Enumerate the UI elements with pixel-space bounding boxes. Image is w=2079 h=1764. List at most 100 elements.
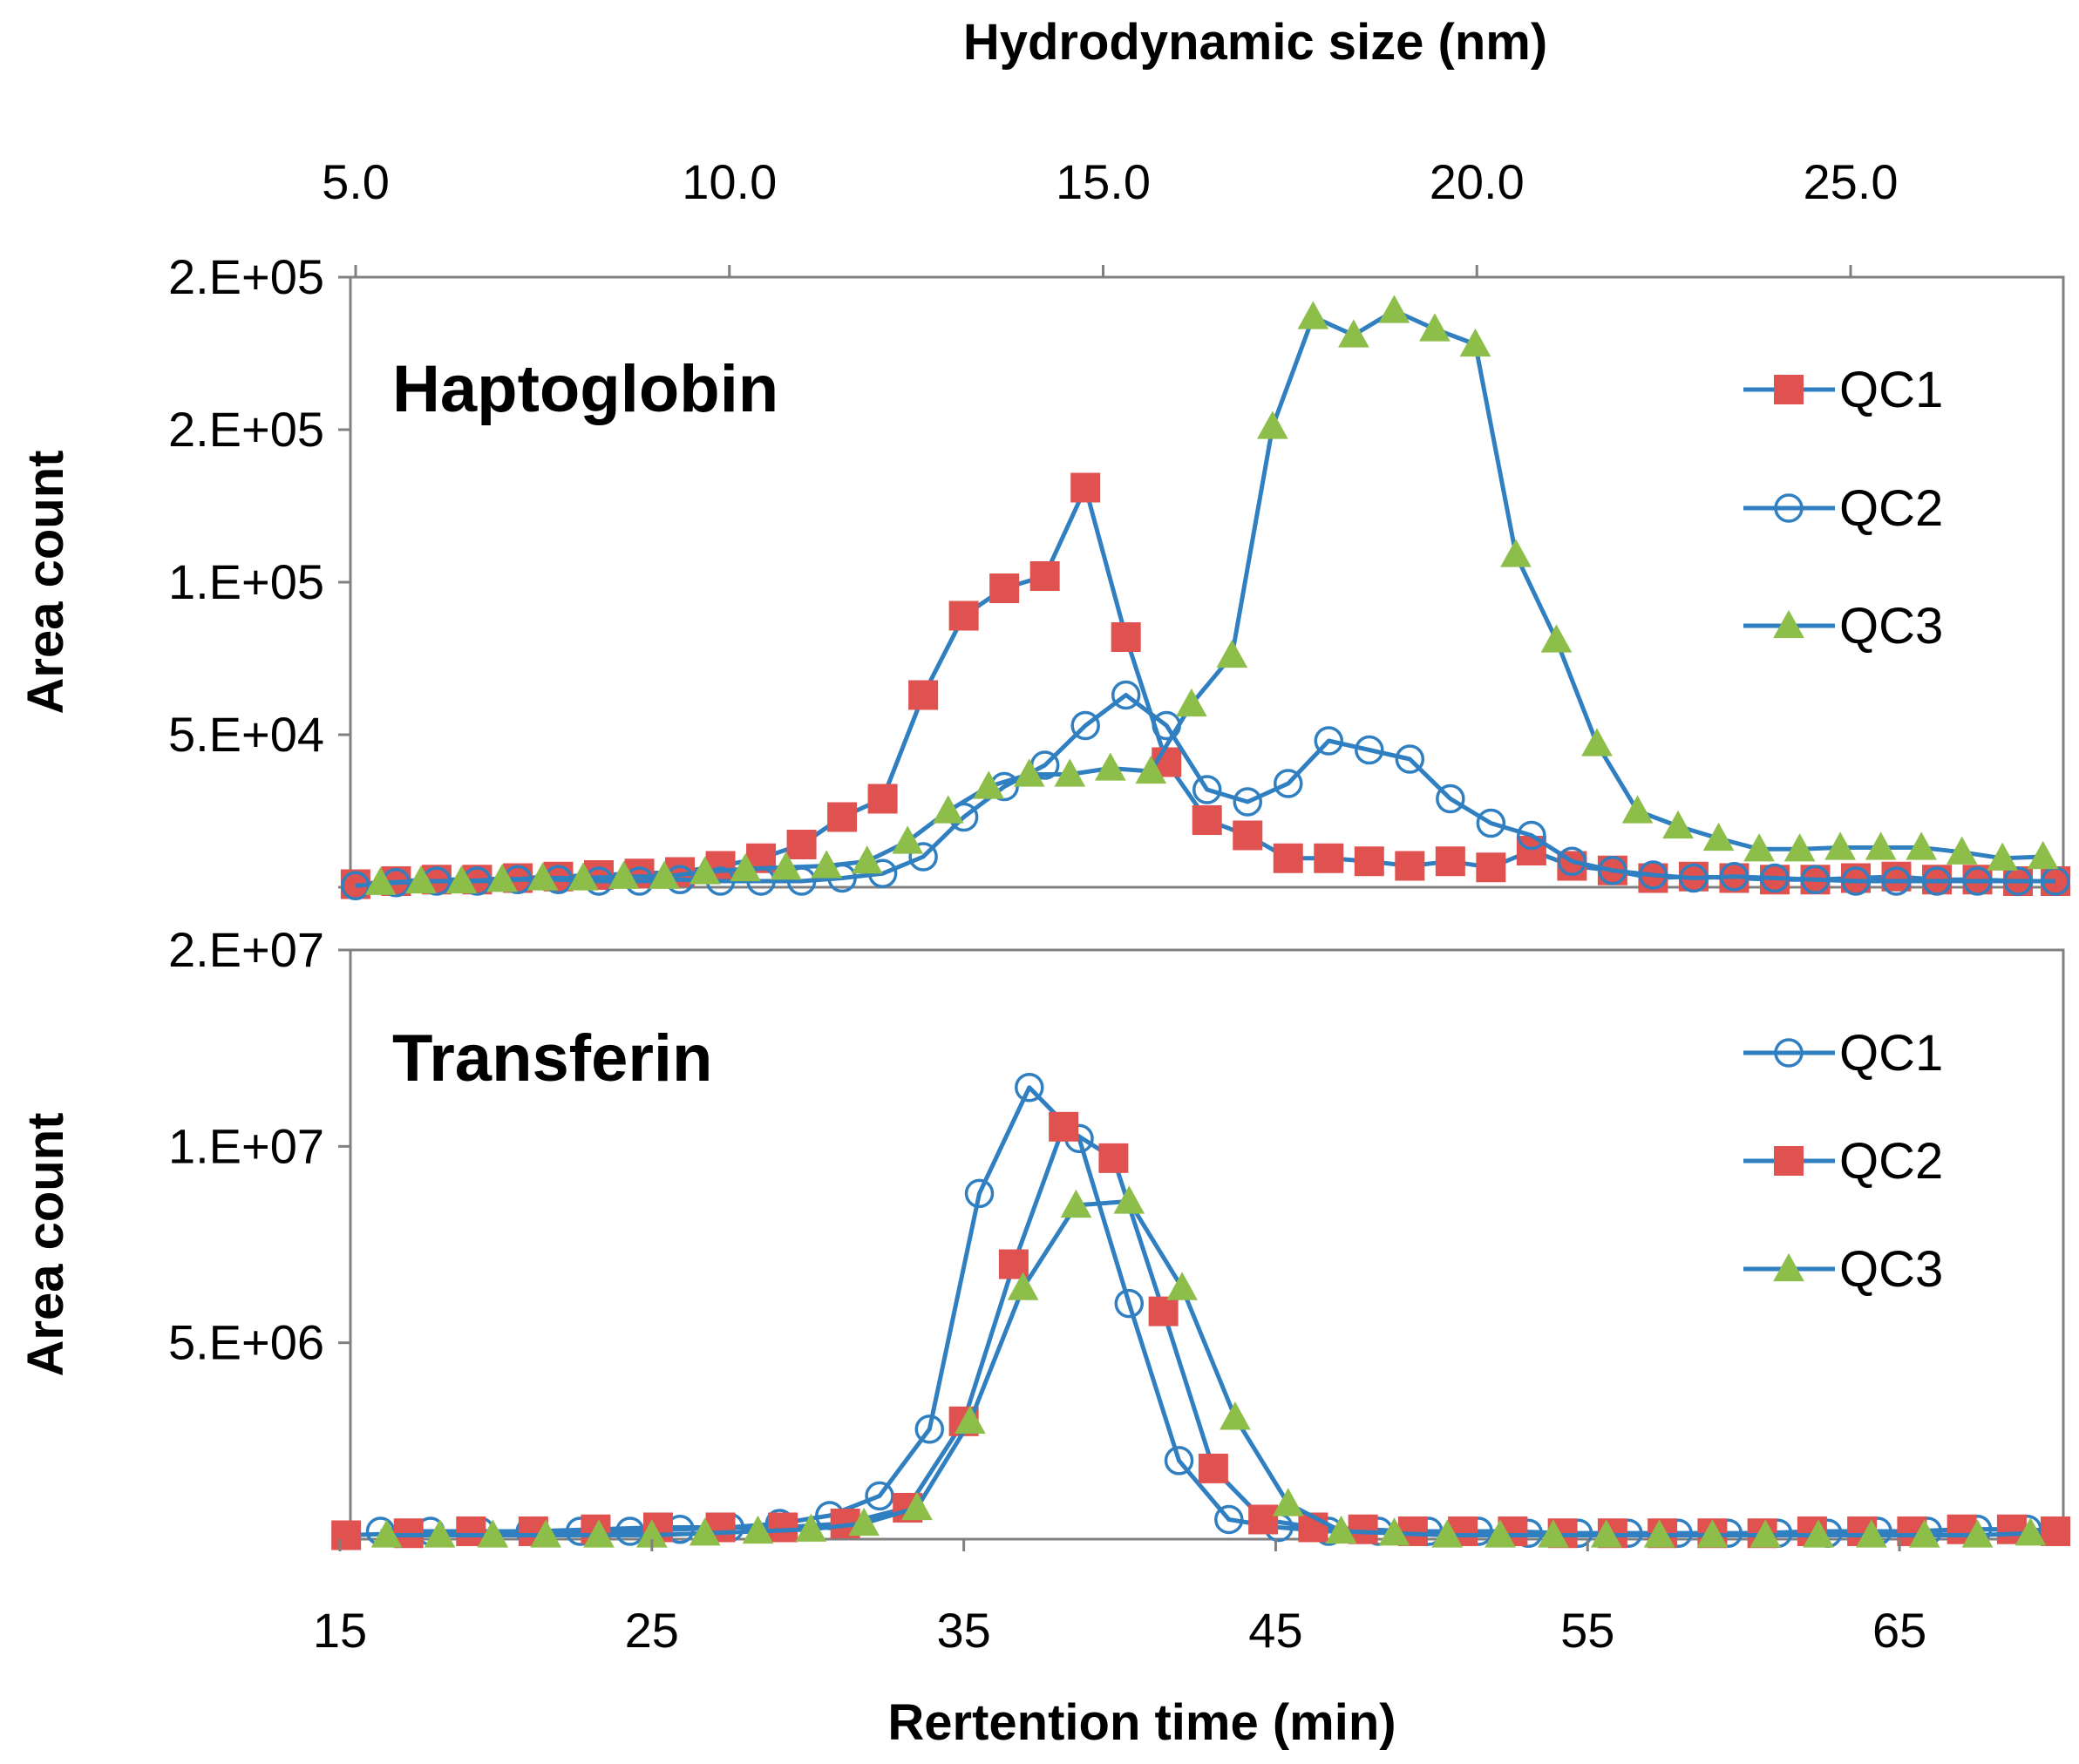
triangle-marker	[1581, 728, 1613, 756]
circle-marker	[1962, 866, 1993, 896]
triangle-marker	[1824, 831, 1856, 860]
triangle-marker	[1135, 755, 1167, 784]
x-tick-label: 35	[936, 1603, 990, 1658]
square-marker	[786, 830, 817, 859]
legend-label: QC2	[1839, 1133, 1943, 1190]
panel-frame-transferin	[349, 948, 2065, 1541]
circle-marker	[1070, 710, 1100, 741]
circle-marker	[908, 842, 938, 872]
triangle-marker	[1007, 1272, 1039, 1300]
circle-marker	[1355, 735, 1384, 765]
series-markers-qc3	[364, 295, 2059, 895]
x-tick-label: 65	[1872, 1603, 1926, 1658]
square-marker	[1354, 846, 1384, 877]
circle-marker	[1214, 1504, 1244, 1535]
circle-marker	[1274, 769, 1303, 798]
square-marker	[1248, 1504, 1279, 1535]
square-marker	[1273, 843, 1303, 873]
circle-marker	[1233, 787, 1263, 817]
top-tick-label: 20.0	[1430, 154, 1525, 209]
square-marker	[1029, 561, 1060, 591]
triangle-marker	[1094, 752, 1126, 781]
circle-marker	[1881, 866, 1912, 896]
triangle-marker	[370, 1519, 403, 1548]
triangle-marker	[364, 866, 397, 895]
y-tick-label: 2.E+05	[168, 402, 324, 457]
square-marker	[1435, 846, 1465, 877]
legend-label: QC3	[1839, 1241, 1943, 1298]
circle-marker	[1719, 862, 1749, 892]
y-tick-label: 1.E+07	[168, 1118, 324, 1173]
square-marker	[2041, 1516, 2070, 1546]
circle-marker	[1164, 1446, 1194, 1476]
triangle-marker	[689, 1517, 721, 1546]
triangle-marker	[1540, 624, 1573, 653]
square-marker	[948, 600, 979, 631]
triangle-marker	[1946, 836, 1978, 865]
square-marker	[1148, 1296, 1179, 1326]
triangle-marker	[1431, 1519, 1464, 1548]
plot-transferin: 5.E+06 1.E+07 2.E+07 Area count Transferin QC…	[17, 922, 2070, 1550]
circle-marker	[1517, 820, 1546, 851]
top-tick-label: 10.0	[682, 154, 777, 209]
circle-marker	[1476, 808, 1506, 838]
triangle-marker	[1054, 758, 1086, 787]
triangle-marker	[901, 1491, 933, 1521]
series-markers-qc3	[370, 1185, 2047, 1548]
triangle-marker	[1590, 1519, 1622, 1548]
circle-marker	[964, 1178, 995, 1209]
triangle-marker	[1013, 758, 1045, 787]
triangle-marker	[608, 860, 640, 889]
triangle-marker	[1773, 1252, 1804, 1282]
triangle-marker	[1378, 295, 1410, 323]
x-tick-label: 15	[313, 1603, 367, 1658]
legend-entry-qc1: QC1	[1743, 1025, 1943, 1082]
triangle-marker	[1856, 1519, 1887, 1548]
legend-label: QC1	[1839, 1025, 1943, 1082]
triangle-marker	[1419, 313, 1451, 342]
square-marker	[908, 680, 939, 710]
triangle-marker	[1216, 639, 1248, 668]
circle-marker	[1774, 493, 1804, 523]
circle-marker	[1395, 744, 1425, 774]
triangle-marker	[1743, 833, 1775, 862]
legend-entry-qc2: QC2	[1743, 1133, 1943, 1190]
top-axis-title: Hydrodynamic size (nm)	[963, 14, 1547, 71]
square-marker	[1070, 472, 1101, 503]
triangle-marker	[1908, 1519, 1940, 1548]
square-marker	[1476, 852, 1506, 883]
triangle-marker	[445, 865, 478, 894]
square-marker	[1774, 375, 1804, 404]
triangle-marker	[742, 1515, 774, 1544]
square-marker	[1395, 851, 1425, 881]
circle-marker	[2003, 866, 2033, 896]
series-line-qc2	[355, 693, 2055, 888]
triangle-marker	[1257, 410, 1288, 439]
triangle-marker	[1175, 688, 1207, 717]
y-axis-title: Area count	[17, 1113, 74, 1377]
triangle-marker	[689, 856, 721, 885]
triangle-marker	[1220, 1401, 1251, 1430]
circle-marker	[1800, 865, 1831, 894]
triangle-marker	[973, 770, 1005, 799]
square-marker	[331, 1520, 362, 1550]
triangle-marker	[892, 825, 924, 854]
triangle-marker	[1865, 831, 1897, 860]
legend-label: QC1	[1839, 362, 1943, 418]
x-axis-ticks: 15 25 35 45 55 65	[313, 1539, 1926, 1658]
circle-marker	[1638, 860, 1668, 890]
triangle-marker	[1621, 795, 1654, 824]
triangle-marker	[1113, 1185, 1145, 1214]
triangle-marker	[567, 862, 599, 891]
triangle-marker	[1702, 822, 1735, 851]
triangle-marker	[1325, 1515, 1357, 1544]
triangle-marker	[405, 865, 437, 894]
triangle-marker	[1906, 831, 1937, 860]
square-marker	[1774, 1146, 1804, 1176]
circle-marker	[1760, 863, 1790, 893]
triangle-marker	[1803, 1519, 1834, 1548]
circle-marker	[1192, 775, 1222, 804]
triangle-marker	[770, 851, 802, 880]
square-marker	[1233, 820, 1263, 851]
